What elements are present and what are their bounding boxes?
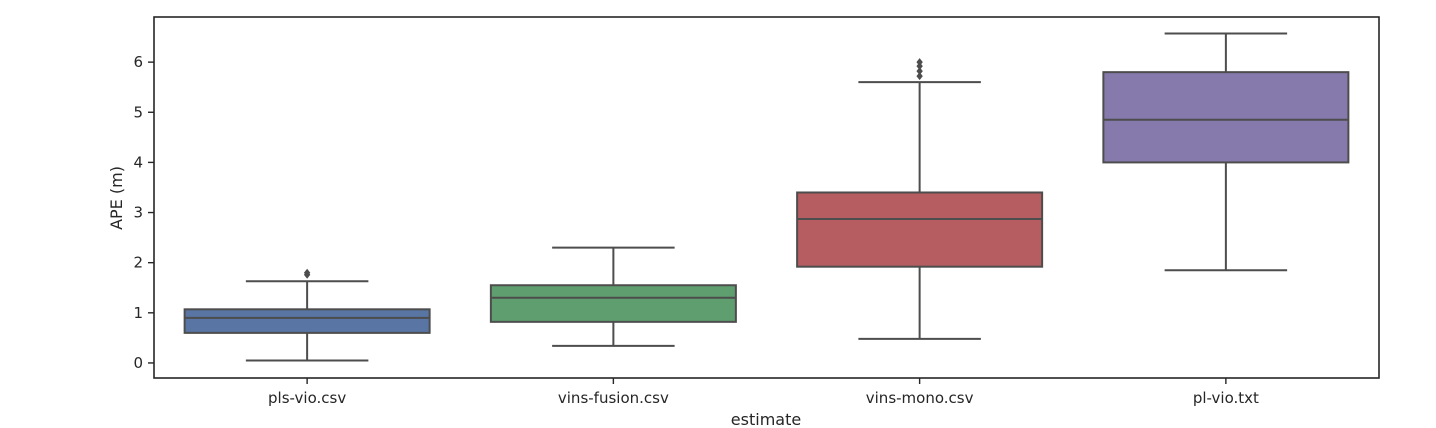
box-group-vins-fusion-csv (489, 246, 737, 347)
y-tick-label: 3 (133, 204, 143, 222)
plot-marks (183, 32, 1350, 362)
box-group-vins-mono-csv (796, 58, 1044, 340)
box-group-pls-vio-csv (183, 268, 431, 362)
y-axis: 0 1 2 3 4 5 6 (133, 53, 154, 372)
outlier-point (916, 72, 923, 81)
x-tick-label: pls-vio.csv (268, 389, 346, 407)
x-tick-label: vins-fusion.csv (558, 389, 669, 407)
y-tick-label: 6 (133, 53, 143, 71)
x-axis-label: estimate (731, 410, 801, 428)
box-group-pl-vio-txt (1102, 32, 1350, 272)
y-axis-label: APE (m) (107, 166, 126, 230)
outlier-point (916, 62, 923, 71)
x-tick-label: vins-mono.csv (866, 389, 974, 407)
box-iqr (183, 308, 431, 334)
x-axis: pls-vio.csv vins-fusion.csv vins-mono.csv p… (268, 378, 1259, 407)
y-tick-label: 0 (133, 354, 143, 372)
y-tick-label: 1 (133, 304, 143, 322)
outlier-point (916, 58, 923, 67)
x-tick-label: pl-vio.txt (1193, 389, 1259, 407)
outlier-point (303, 268, 311, 277)
box-iqr (489, 284, 737, 323)
plot-frame (153, 16, 1380, 379)
outlier-point (916, 67, 923, 76)
y-tick-label: 2 (133, 254, 143, 272)
y-tick-label: 5 (133, 103, 143, 121)
y-tick-label: 4 (133, 153, 143, 171)
box-iqr (796, 191, 1044, 268)
box-iqr (1102, 71, 1350, 164)
